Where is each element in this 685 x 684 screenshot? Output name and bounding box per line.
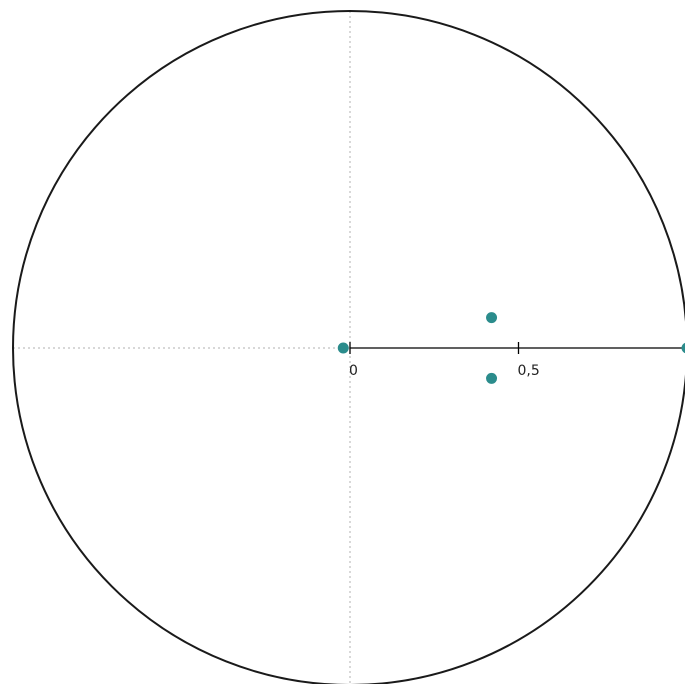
x-tick-label: 0 [349,363,358,379]
points-group [337,312,685,384]
data-point [337,342,349,354]
unit-circle-group [12,10,685,684]
data-point [486,372,498,384]
x-tick-label: 0,5 [518,363,540,379]
data-point [486,312,498,324]
ticks-group: 0 0,5 [349,342,540,379]
unit-circle [12,10,685,684]
data-point [681,342,685,354]
axes-group [13,11,685,684]
